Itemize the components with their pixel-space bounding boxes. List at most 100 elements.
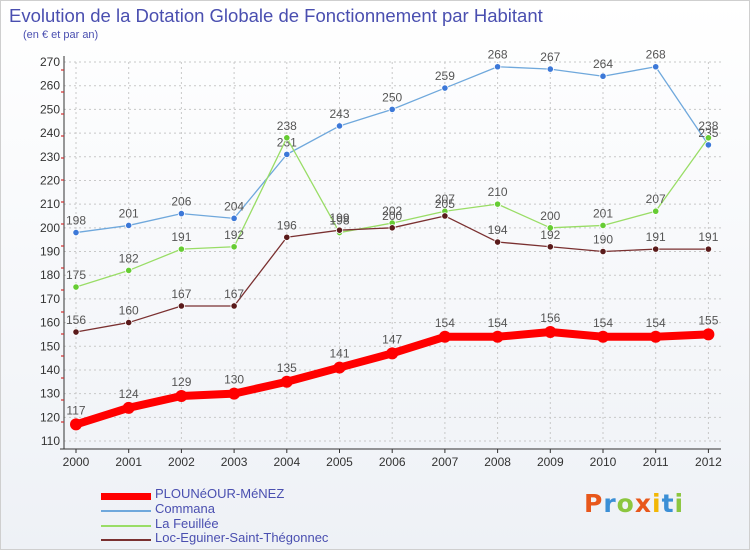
- y-tick-label: 180: [40, 268, 60, 282]
- data-point: [546, 243, 554, 251]
- y-tick-label: 240: [40, 126, 60, 140]
- data-point: [283, 134, 291, 142]
- data-point: [388, 105, 396, 113]
- data-point: [652, 207, 660, 215]
- data-label: 141: [329, 347, 349, 361]
- x-tick-label: 2012: [695, 455, 722, 469]
- data-label: 156: [66, 313, 86, 327]
- y-tick-label: 210: [40, 197, 60, 211]
- data-label: 196: [277, 218, 297, 232]
- chart-subtitle: (en € et par an): [23, 29, 99, 41]
- logo-letter: P: [584, 489, 604, 518]
- data-point: [599, 72, 607, 80]
- legend-label: La Feuillée: [155, 516, 219, 531]
- data-point: [388, 224, 396, 232]
- data-point: [335, 122, 344, 130]
- data-label: 175: [66, 268, 86, 282]
- legend-label: PLOUNéOUR-MéNEZ: [155, 486, 285, 501]
- y-tick-label: 130: [40, 387, 60, 401]
- data-point: [125, 266, 133, 275]
- data-point: [702, 328, 715, 341]
- data-point: [546, 224, 554, 232]
- x-tick-label: 2001: [115, 455, 142, 469]
- data-point: [122, 401, 135, 414]
- chart-title: Evolution de la Dotation Globale de Fonc…: [9, 5, 543, 26]
- data-label: 235: [698, 126, 718, 140]
- data-point: [652, 245, 660, 253]
- y-tick-label: 250: [40, 102, 60, 116]
- data-point: [230, 243, 238, 251]
- data-point: [70, 418, 82, 431]
- data-point: [228, 387, 241, 400]
- data-label: 200: [540, 209, 560, 223]
- x-tick-label: 2009: [537, 455, 564, 469]
- data-label: 210: [488, 185, 508, 199]
- y-tick-label: 200: [40, 221, 60, 235]
- logo-letter: r: [603, 489, 617, 518]
- data-label: 191: [646, 230, 666, 244]
- data-label: 154: [646, 316, 666, 330]
- data-label: 207: [646, 192, 666, 206]
- data-label: 155: [698, 313, 718, 327]
- data-label: 129: [171, 375, 191, 389]
- data-point: [704, 245, 713, 253]
- data-label: 117: [66, 403, 85, 417]
- x-tick-label: 2005: [326, 455, 353, 469]
- data-point: [230, 302, 238, 310]
- y-tick-label: 190: [40, 245, 60, 259]
- data-label: 147: [382, 332, 402, 346]
- legend-label: Commana: [155, 501, 215, 516]
- data-label: 191: [171, 230, 191, 244]
- data-point: [491, 330, 504, 343]
- data-label: 250: [382, 90, 402, 104]
- data-point: [652, 63, 660, 71]
- data-label: 243: [329, 107, 349, 121]
- data-point: [438, 330, 451, 343]
- x-tick-label: 2004: [273, 455, 300, 469]
- data-label: 200: [382, 209, 402, 223]
- y-tick-label: 140: [40, 363, 60, 377]
- data-label: 264: [593, 57, 613, 71]
- data-point: [175, 389, 188, 402]
- data-point: [72, 228, 80, 237]
- data-label: 135: [277, 361, 297, 375]
- legend-swatch: [101, 510, 151, 512]
- data-label: 267: [540, 50, 560, 64]
- data-point: [72, 283, 80, 291]
- data-point: [546, 65, 554, 73]
- data-label: 205: [435, 197, 455, 211]
- data-point: [544, 326, 557, 339]
- data-label: 204: [224, 199, 244, 213]
- data-label: 192: [540, 228, 560, 242]
- data-point: [441, 212, 449, 220]
- x-tick-label: 2006: [379, 455, 406, 469]
- x-tick-label: 2010: [590, 455, 617, 469]
- y-tick-label: 110: [41, 434, 60, 448]
- data-point: [704, 134, 713, 142]
- data-point: [599, 221, 607, 230]
- data-label: 154: [488, 316, 508, 330]
- data-point: [283, 233, 291, 241]
- data-point: [177, 302, 185, 310]
- data-point: [649, 330, 662, 343]
- logo-letter: i: [674, 489, 685, 518]
- data-point: [386, 347, 399, 360]
- data-label: 268: [646, 48, 666, 62]
- x-tick-label: 2008: [484, 455, 511, 469]
- data-point: [177, 210, 185, 218]
- data-label: 201: [119, 206, 139, 220]
- data-label: 130: [224, 373, 244, 387]
- data-label: 238: [698, 119, 718, 133]
- y-tick-label: 230: [40, 150, 60, 164]
- data-label: 268: [488, 48, 508, 62]
- y-tick-label: 120: [40, 410, 60, 424]
- data-label: 167: [224, 287, 244, 301]
- data-label: 167: [171, 287, 191, 301]
- data-label: 198: [66, 214, 86, 228]
- data-point: [704, 141, 713, 149]
- data-label: 182: [119, 251, 139, 265]
- legend-swatch: [101, 493, 151, 500]
- y-tick-label: 170: [40, 292, 60, 306]
